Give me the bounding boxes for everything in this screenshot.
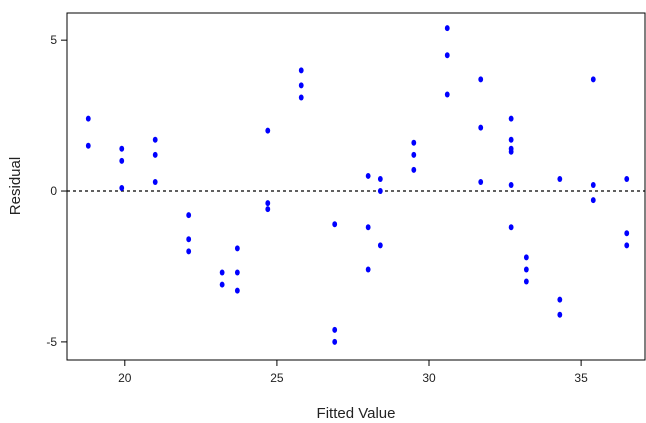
x-tick-label: 20 (118, 371, 132, 385)
data-point (298, 94, 304, 101)
data-point (508, 136, 514, 143)
plot-area (66, 12, 646, 361)
data-point (265, 200, 271, 207)
data-point (377, 188, 383, 195)
data-point (219, 281, 225, 288)
data-point (478, 76, 484, 83)
data-point (444, 91, 450, 98)
x-tick-label: 25 (270, 371, 284, 385)
data-point (590, 181, 596, 188)
data-point (332, 326, 338, 333)
data-point (234, 269, 240, 276)
y-tick-label: -5 (46, 335, 57, 349)
data-point (624, 242, 630, 249)
data-point (377, 242, 383, 249)
x-tick-label: 30 (422, 371, 436, 385)
data-point (332, 338, 338, 345)
data-point (234, 245, 240, 252)
y-axis-title: Residual (7, 157, 24, 215)
data-point (508, 224, 514, 231)
data-point (152, 178, 158, 185)
y-tick-label: 0 (50, 184, 57, 198)
data-point (85, 142, 91, 149)
data-point (152, 151, 158, 158)
data-points (85, 25, 630, 345)
y-tick-label: 5 (50, 33, 57, 47)
data-point (219, 269, 225, 276)
data-point (508, 181, 514, 188)
data-point (478, 178, 484, 185)
data-point (508, 115, 514, 122)
data-point (377, 175, 383, 182)
data-point (478, 124, 484, 131)
data-point (523, 254, 529, 261)
data-point (234, 287, 240, 294)
data-point (332, 221, 338, 228)
x-axis-title: Fitted Value (317, 405, 396, 422)
data-point (508, 148, 514, 155)
data-point (119, 145, 125, 152)
data-point (265, 127, 271, 134)
data-point (624, 175, 630, 182)
data-point (411, 151, 417, 158)
data-point (152, 136, 158, 143)
data-point (523, 278, 529, 285)
data-point (365, 224, 371, 231)
data-point (557, 311, 563, 318)
data-point (119, 157, 125, 164)
y-axis: -5 0 5 (46, 33, 67, 349)
data-point (444, 25, 450, 32)
data-point (624, 230, 630, 237)
data-point (298, 82, 304, 89)
data-point (523, 266, 529, 273)
data-point (365, 266, 371, 273)
data-point (298, 67, 304, 74)
x-tick-label: 35 (574, 371, 588, 385)
data-point (557, 296, 563, 303)
data-point (265, 206, 271, 213)
data-point (186, 236, 192, 243)
data-point (557, 175, 563, 182)
data-point (119, 185, 125, 192)
data-point (186, 212, 192, 219)
data-point (186, 248, 192, 255)
x-axis: 20 25 30 35 (118, 360, 588, 385)
data-point (590, 197, 596, 204)
data-point (411, 166, 417, 173)
data-point (85, 115, 91, 122)
data-point (365, 172, 371, 179)
data-point (444, 52, 450, 59)
data-point (411, 139, 417, 146)
data-point (590, 76, 596, 83)
